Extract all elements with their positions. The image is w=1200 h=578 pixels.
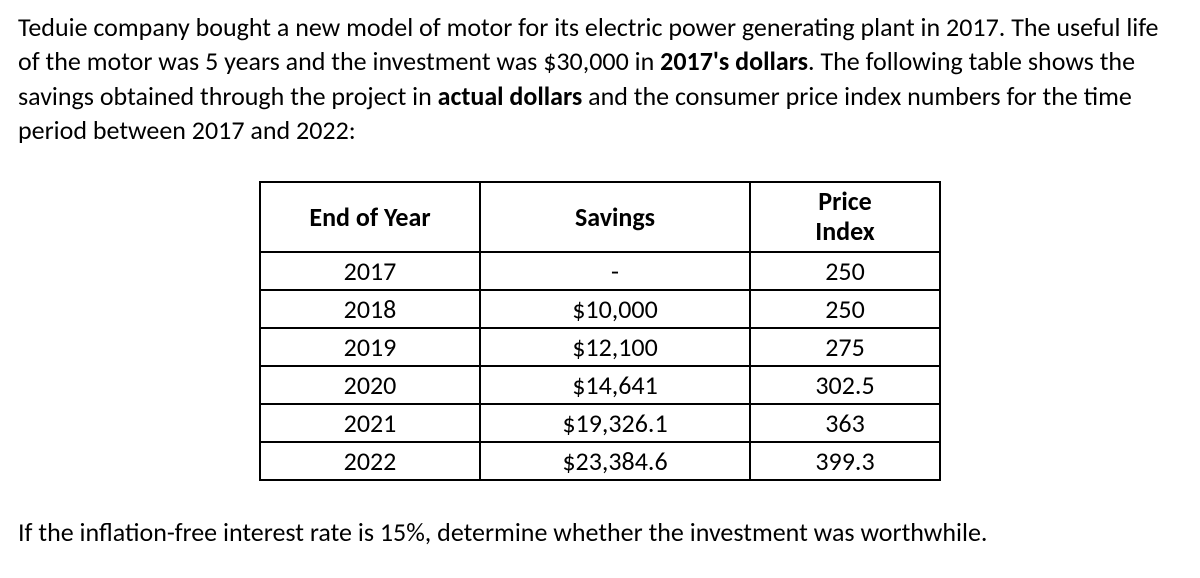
table-row: 2017 - 250 (260, 252, 940, 290)
header-savings: Savings (480, 182, 750, 252)
cell-index: 275 (750, 328, 940, 366)
cell-savings: $19,326.1 (480, 404, 750, 442)
page: Teduie company bought a new model of mot… (0, 0, 1200, 559)
table-row: 2022 $23,384.6 399.3 (260, 442, 940, 480)
cell-year: 2021 (260, 404, 480, 442)
cell-year: 2022 (260, 442, 480, 480)
question: If the inflation-free interest rate is 1… (18, 515, 1182, 549)
cell-savings: $10,000 (480, 290, 750, 328)
cell-savings: $23,384.6 (480, 442, 750, 480)
header-price-index-line2: Index (815, 215, 874, 247)
savings-table: End of Year Savings Price Index 2017 - 2… (259, 181, 941, 481)
table-row: 2019 $12,100 275 (260, 328, 940, 366)
cell-index: 250 (750, 290, 940, 328)
problem-bold-2: actual dollars (438, 80, 583, 112)
cell-savings: - (480, 252, 750, 290)
cell-index: 363 (750, 404, 940, 442)
table-row: 2020 $14,641 302.5 (260, 366, 940, 404)
header-end-of-year: End of Year (260, 182, 480, 252)
problem-bold-1: 2017's dollars (660, 45, 808, 77)
header-price-index: Price Index (750, 182, 940, 252)
table-row: 2021 $19,326.1 363 (260, 404, 940, 442)
table-header-row: End of Year Savings Price Index (260, 182, 940, 252)
cell-year: 2020 (260, 366, 480, 404)
cell-index: 302.5 (750, 366, 940, 404)
cell-year: 2017 (260, 252, 480, 290)
table-row: 2018 $10,000 250 (260, 290, 940, 328)
cell-index: 399.3 (750, 442, 940, 480)
cell-savings: $14,641 (480, 366, 750, 404)
cell-index: 250 (750, 252, 940, 290)
problem-statement: Teduie company bought a new model of mot… (18, 10, 1182, 147)
cell-year: 2018 (260, 290, 480, 328)
cell-year: 2019 (260, 328, 480, 366)
header-price-index-line1: Price (818, 185, 871, 217)
cell-savings: $12,100 (480, 328, 750, 366)
